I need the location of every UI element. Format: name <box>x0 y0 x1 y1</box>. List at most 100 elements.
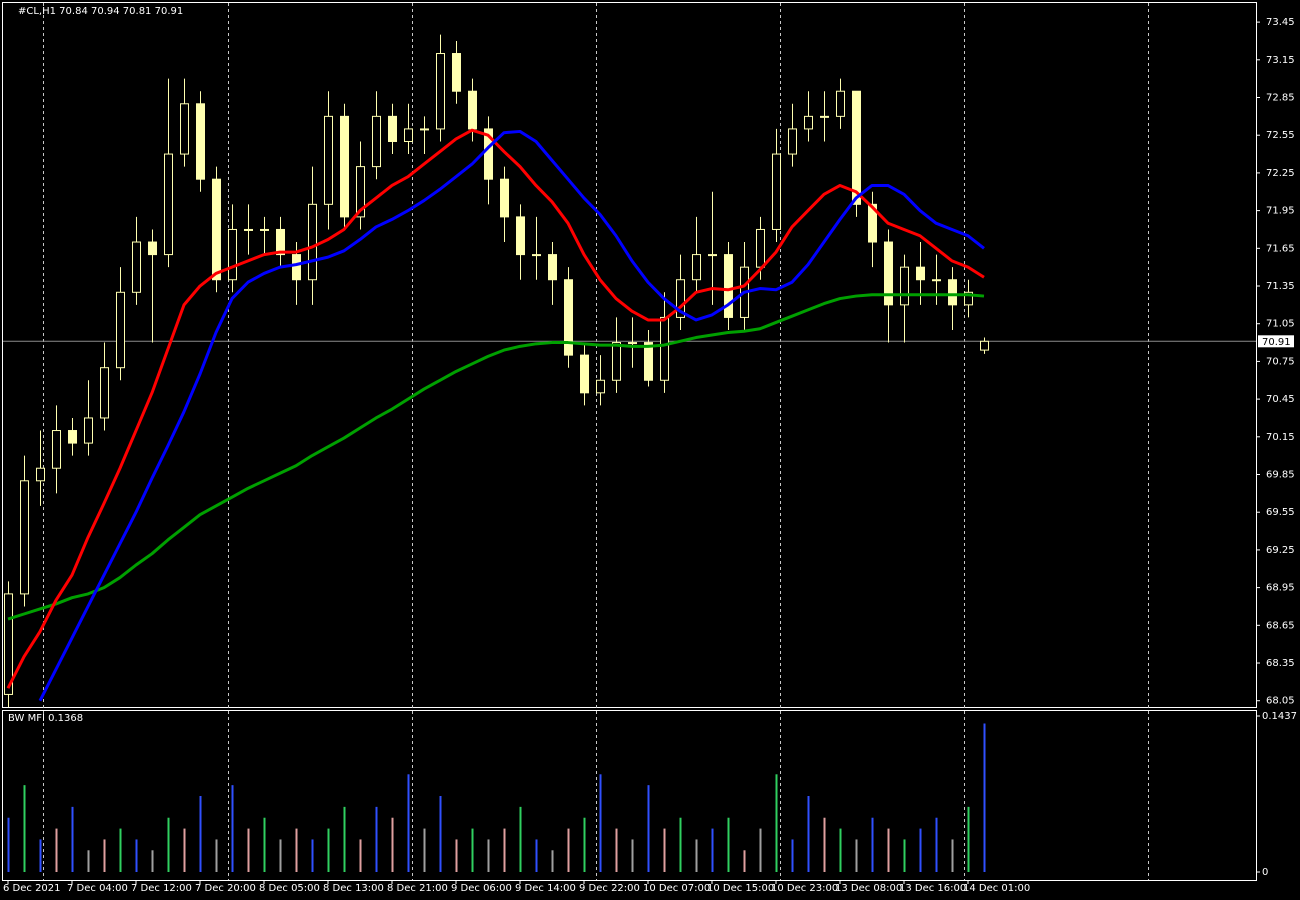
candle-body <box>244 228 253 231</box>
y-tick-label: 72.55 <box>1266 130 1295 141</box>
indicator-pane-border <box>2 710 1257 881</box>
x-tick-label: 9 Dec 14:00 <box>515 883 576 894</box>
candle-body <box>868 203 877 243</box>
x-tick-label: 8 Dec 21:00 <box>387 883 448 894</box>
x-tick-label: 7 Dec 20:00 <box>195 883 256 894</box>
candle-body <box>356 166 365 218</box>
candle-body <box>948 279 957 306</box>
candle-body <box>532 254 541 257</box>
candle-body <box>772 153 781 230</box>
y-tick-label: 68.35 <box>1266 658 1295 669</box>
candle-body <box>836 90 845 117</box>
last-price-label: 70.91 <box>1262 337 1291 348</box>
candle-body <box>612 342 621 381</box>
candle-body <box>724 254 733 318</box>
candle-body <box>980 340 989 351</box>
y-tick-label: 73.45 <box>1266 17 1295 28</box>
moving-average-line <box>38 129 985 702</box>
candle-body <box>420 128 429 131</box>
x-tick-label: 8 Dec 13:00 <box>323 883 384 894</box>
candle-body <box>276 228 285 256</box>
y-tick-label: 68.65 <box>1266 620 1295 631</box>
candle-body <box>564 279 573 356</box>
moving-average-line <box>6 128 985 689</box>
x-tick-label: 10 Dec 15:00 <box>707 883 774 894</box>
candle-body <box>180 103 189 155</box>
y-tick-label: 68.05 <box>1266 696 1295 707</box>
candle-body <box>212 178 221 281</box>
candle-body <box>324 115 333 205</box>
candle-body <box>900 266 909 306</box>
candle-body <box>580 354 589 394</box>
candle-body <box>260 228 269 231</box>
y-tick-label: 70.75 <box>1266 356 1295 367</box>
candle-body <box>676 279 685 318</box>
x-tick-label: 10 Dec 23:00 <box>771 883 838 894</box>
x-tick-label: 9 Dec 22:00 <box>579 883 640 894</box>
moving-average-line <box>7 293 985 621</box>
candle-body <box>84 417 93 444</box>
candle-body <box>932 279 941 282</box>
y-tick-label: 72.85 <box>1266 93 1295 104</box>
candle-body <box>708 254 717 257</box>
candle-body <box>884 241 893 306</box>
indicator-y-tick-label: 0 <box>1262 867 1268 878</box>
chart-title: #CL,H1 70.84 70.94 70.81 70.91 <box>18 6 183 17</box>
y-tick-label: 69.55 <box>1266 507 1295 518</box>
time-grid <box>43 3 1149 880</box>
candle-body <box>596 379 605 394</box>
candle-body <box>484 128 493 180</box>
y-tick-label: 71.05 <box>1266 319 1295 330</box>
x-tick-label: 9 Dec 06:00 <box>451 883 512 894</box>
x-tick-label: 8 Dec 05:00 <box>259 883 320 894</box>
y-tick-label: 69.85 <box>1266 470 1295 481</box>
candle-body <box>228 228 237 281</box>
y-tick-label: 72.25 <box>1266 168 1295 179</box>
candle-body <box>788 128 797 155</box>
y-tick-label: 70.15 <box>1266 432 1295 443</box>
candle-body <box>404 128 413 142</box>
candle-body <box>100 367 109 419</box>
candle-body <box>308 203 317 281</box>
candle-body <box>116 291 125 369</box>
indicator-title: BW MFI 0.1368 <box>8 713 83 724</box>
candle-body <box>292 254 301 281</box>
y-tick-label: 71.35 <box>1266 281 1295 292</box>
candle-body <box>916 266 925 281</box>
last-price-box <box>1258 335 1294 348</box>
candle-body <box>820 115 829 118</box>
x-tick-label: 13 Dec 08:00 <box>835 883 902 894</box>
candle-body <box>644 342 653 381</box>
y-tick-label: 69.25 <box>1266 545 1295 556</box>
x-tick-label: 7 Dec 04:00 <box>67 883 128 894</box>
x-tick-label: 14 Dec 01:00 <box>963 883 1030 894</box>
candle-body <box>548 254 557 281</box>
candle-body <box>436 53 445 130</box>
candle-body <box>148 241 157 256</box>
candle-body <box>660 316 669 381</box>
candle-body <box>132 241 141 293</box>
candle-body <box>468 90 477 130</box>
candle-body <box>756 228 765 268</box>
y-tick-label: 71.65 <box>1266 243 1295 254</box>
y-tick-label: 68.95 <box>1266 583 1295 594</box>
candle-body <box>68 430 77 444</box>
y-tick-label: 73.15 <box>1266 55 1295 66</box>
x-tick-label: 6 Dec 2021 <box>3 883 61 894</box>
candle-body <box>804 115 813 130</box>
candle-body <box>692 254 701 281</box>
candle-body <box>388 115 397 142</box>
candle-body <box>36 467 45 482</box>
candle-body <box>52 430 61 469</box>
x-tick-label: 7 Dec 12:00 <box>131 883 192 894</box>
candle-body <box>452 53 461 92</box>
y-tick-label: 70.45 <box>1266 394 1295 405</box>
candle-body <box>372 115 381 168</box>
x-tick-label: 13 Dec 16:00 <box>899 883 966 894</box>
candle-body <box>4 593 13 695</box>
candle-body <box>964 291 973 306</box>
y-tick-label: 71.95 <box>1266 206 1295 217</box>
